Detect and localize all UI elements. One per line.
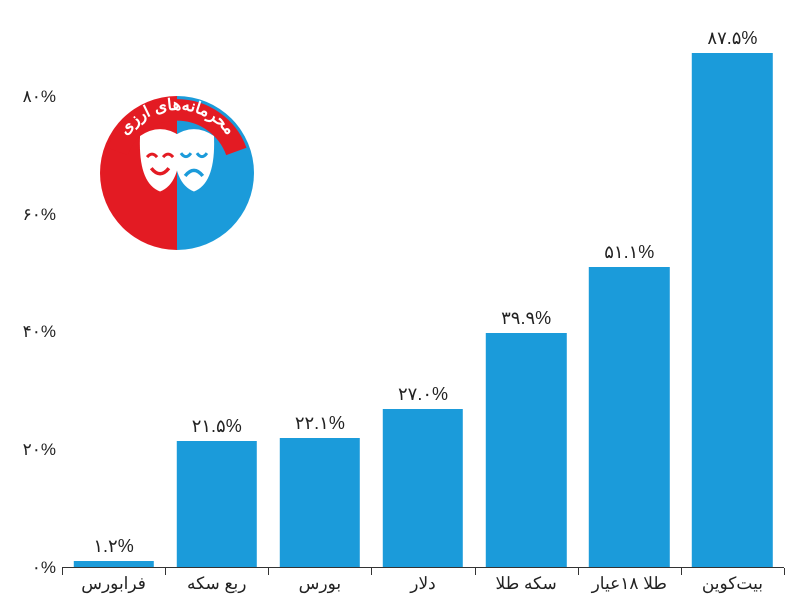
x-category-label: طلا ۱۸عیار bbox=[592, 574, 667, 594]
brand-logo: محرمانه‌های ارزی bbox=[100, 96, 254, 250]
bar-slot: ۳۹.۹%سکه طلا bbox=[475, 38, 578, 568]
bar bbox=[589, 267, 669, 568]
bar bbox=[486, 333, 566, 568]
y-tick-label: ۴۰% bbox=[10, 322, 56, 342]
bar-value-label: ۲۲.۱% bbox=[295, 413, 345, 434]
x-tick bbox=[62, 568, 63, 575]
bar bbox=[692, 53, 772, 568]
x-category-label: ربع سکه bbox=[187, 574, 246, 594]
bar-slot: ۸۷.۵%بیت‌کوین bbox=[681, 38, 784, 568]
x-category-label: بیت‌کوین bbox=[702, 574, 763, 594]
x-category-label: دلار bbox=[410, 574, 435, 594]
x-tick bbox=[165, 568, 166, 575]
x-tick bbox=[784, 568, 785, 575]
x-tick bbox=[268, 568, 269, 575]
x-category-label: سکه طلا bbox=[496, 574, 557, 594]
bar-value-label: ۸۷.۵% bbox=[707, 28, 757, 49]
x-tick bbox=[578, 568, 579, 575]
x-axis-line bbox=[62, 567, 784, 568]
y-tick-label: ۲۰% bbox=[10, 440, 56, 460]
bar-value-label: ۲۱.۵% bbox=[192, 416, 242, 437]
bar bbox=[176, 441, 256, 568]
y-tick-label: ۶۰% bbox=[10, 205, 56, 225]
y-tick-label: ۰% bbox=[10, 558, 56, 578]
bar-value-label: ۵۱.۱% bbox=[604, 242, 654, 263]
bar-slot: ۲۷.۰%دلار bbox=[371, 38, 474, 568]
x-tick bbox=[371, 568, 372, 575]
x-category-label: بورس bbox=[299, 574, 341, 594]
bar-value-label: ۱.۲% bbox=[93, 536, 133, 557]
bar bbox=[280, 438, 360, 568]
y-tick-label: ۸۰% bbox=[10, 87, 56, 107]
bar-value-label: ۳۹.۹% bbox=[501, 308, 551, 329]
bar bbox=[383, 409, 463, 568]
bar-chart: ۰% ۲۰% ۴۰% ۶۰% ۸۰% ۱.۲% فرابورس ۲۱.۵% ربع سکه ۲۲… bbox=[0, 0, 800, 612]
x-category-label: فرابورس bbox=[81, 574, 146, 594]
x-tick bbox=[475, 568, 476, 575]
bar-value-label: ۲۷.۰% bbox=[398, 384, 448, 405]
bar-slot: ۲۲.۱%بورس bbox=[268, 38, 371, 568]
bar-slot: ۵۱.۱%طلا ۱۸عیار bbox=[578, 38, 681, 568]
x-tick bbox=[681, 568, 682, 575]
